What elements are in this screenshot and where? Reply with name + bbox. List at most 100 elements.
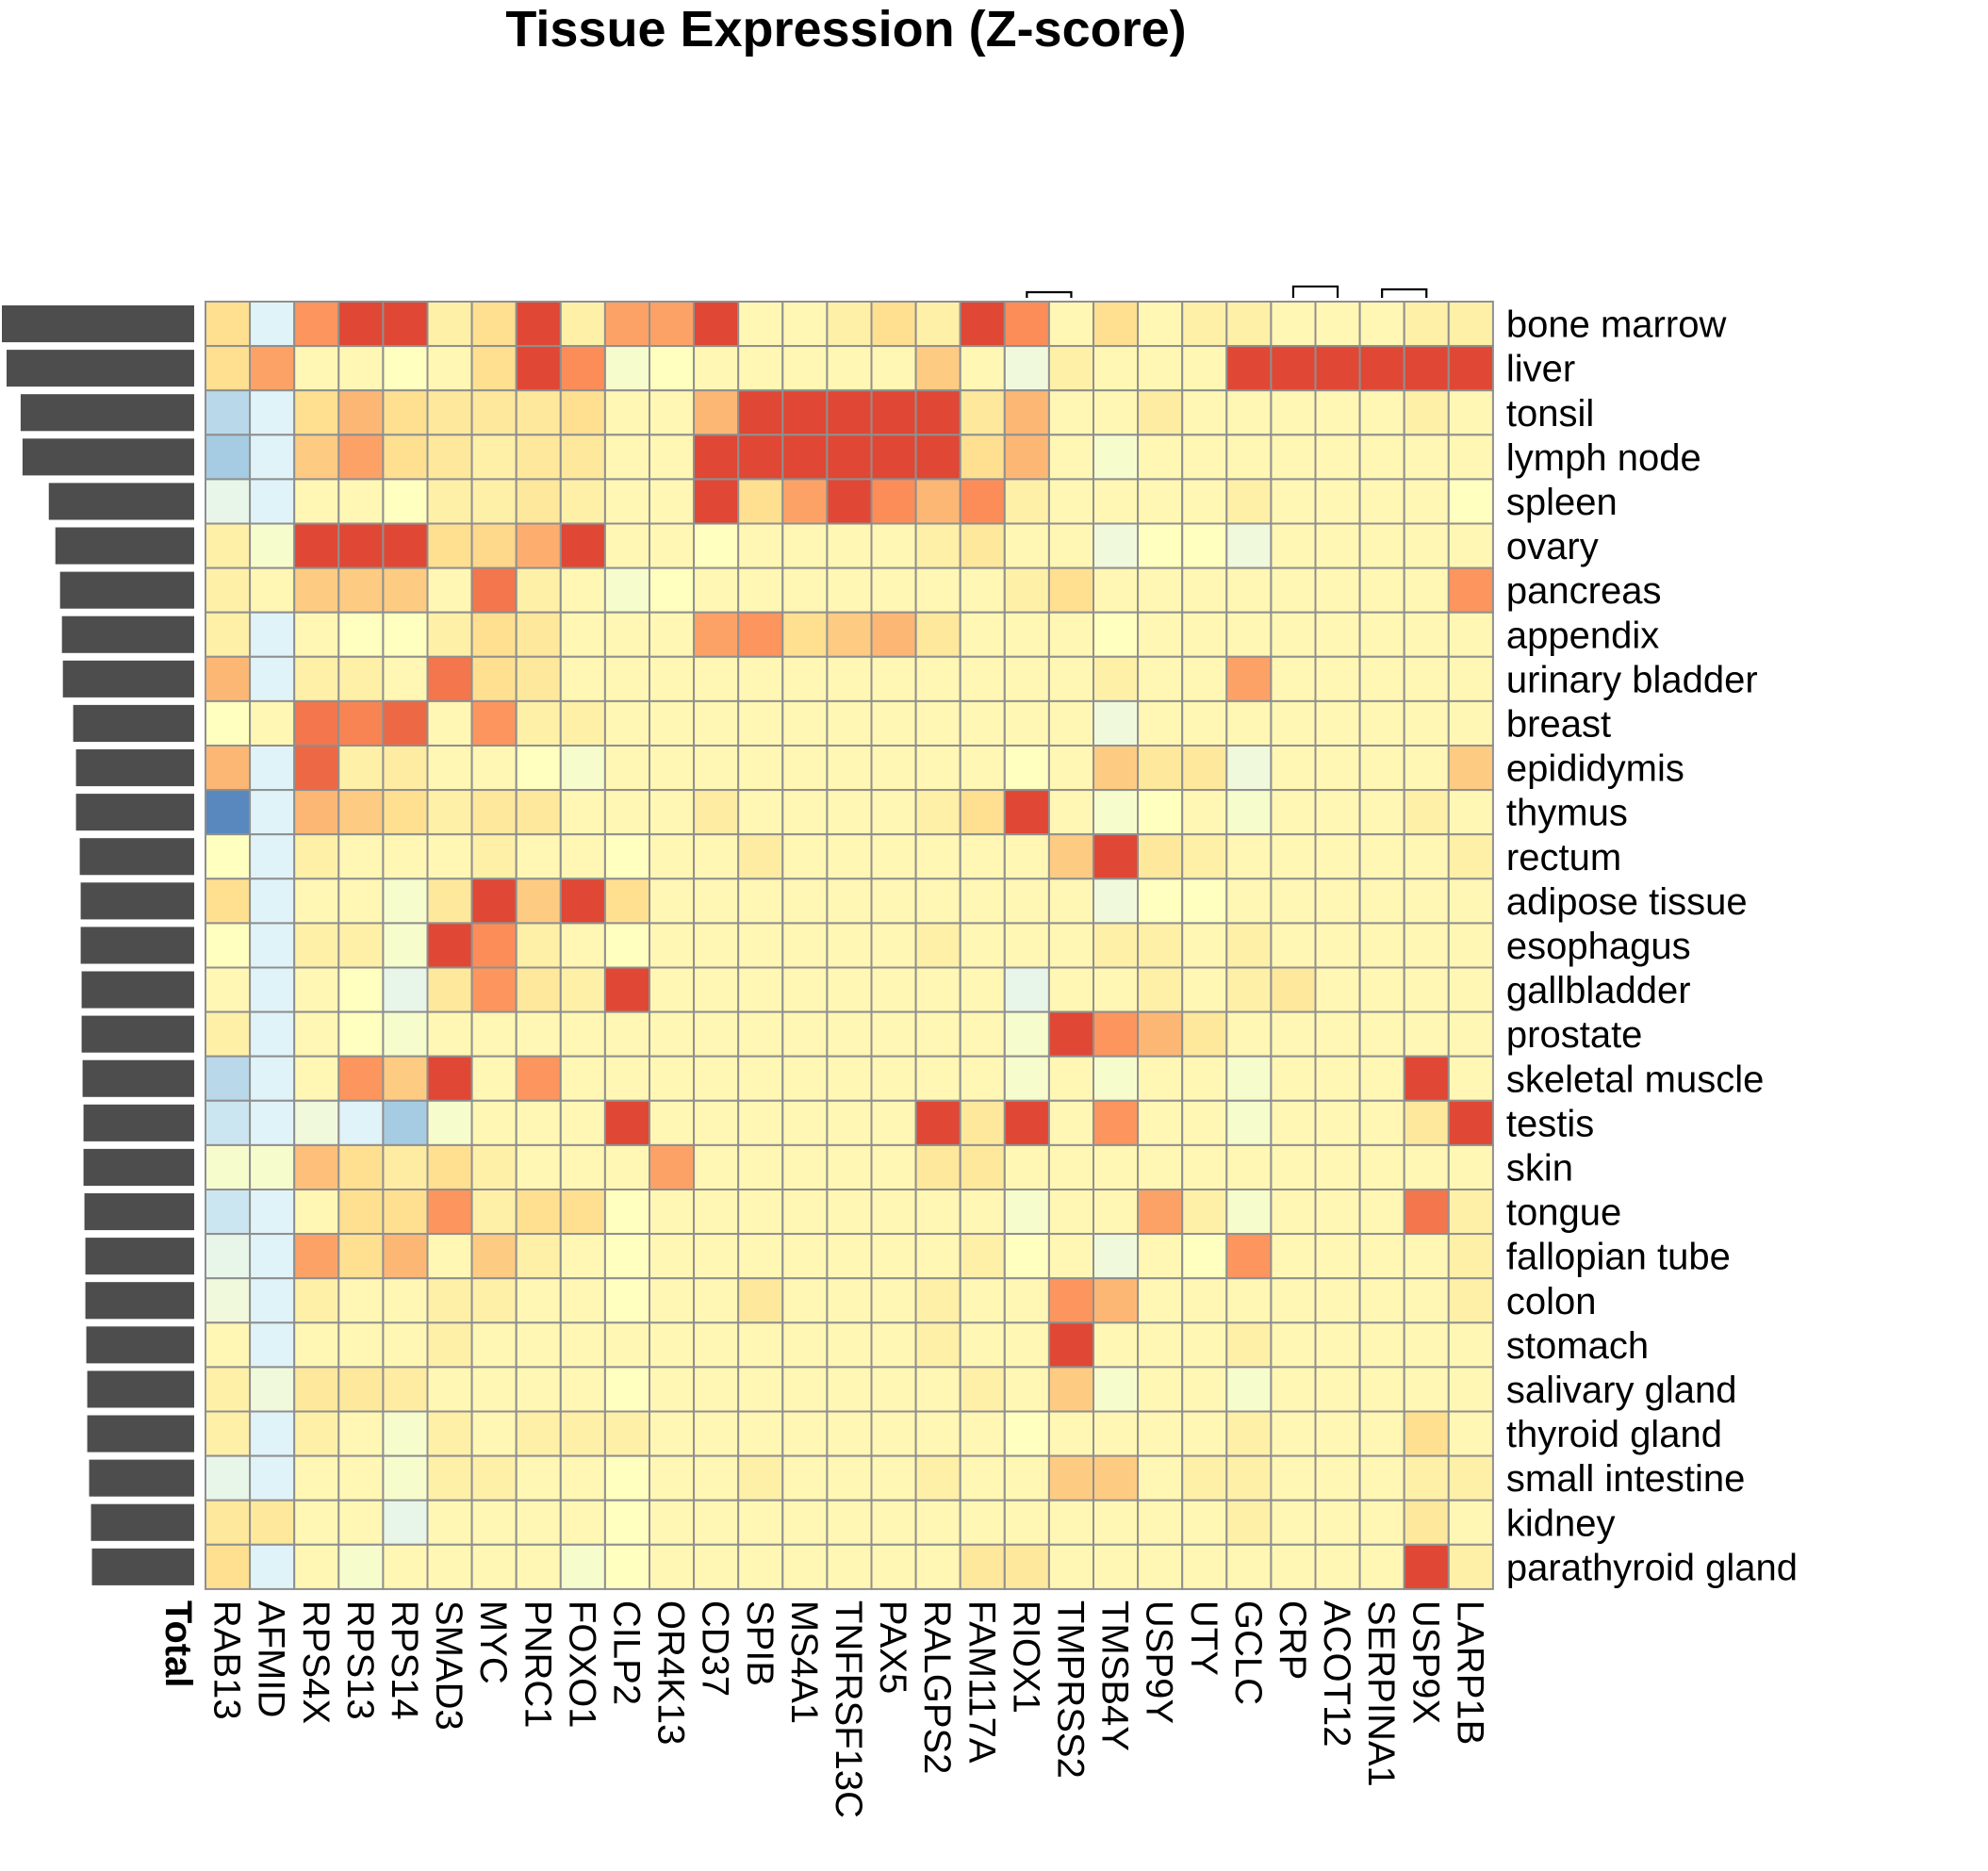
cell-urinary-bladder-fam117a [959,655,1006,702]
cell-thymus-smad3 [426,789,473,836]
cell-lymph-node-pax5 [870,434,917,481]
cell-esophagus-crp [1270,922,1317,969]
cell-ovary-acot12 [1314,522,1361,569]
cell-stomach-rps13 [337,1321,385,1369]
cell-lymph-node-ms4a1 [781,434,829,481]
cell-thyroid-gland-cilp2 [603,1410,651,1457]
cell-colon-smad3 [426,1277,473,1324]
cell-adipose-tissue-rps13 [337,878,385,925]
cell-kidney-rps4x [293,1499,340,1546]
cell-prostate-ralgps2 [914,1010,961,1058]
cell-adipose-tissue-fam117a [959,878,1006,925]
cell-lymph-node-usp9y [1137,434,1184,481]
cell-urinary-bladder-larp1b [1447,655,1494,702]
cell-parathyroid-gland-ralgps2 [914,1543,961,1590]
gene-label: RALGPS2 [916,1600,958,1775]
cell-kidney-cilp2 [603,1499,651,1546]
cell-ovary-riox1 [1003,522,1050,569]
cell-stomach-afmid [249,1321,296,1369]
cell-prostate-usp9x [1403,1010,1450,1058]
cell-breast-tmprss2 [1047,699,1095,747]
cell-lymph-node-uty [1181,434,1228,481]
cell-colon-rps4x [293,1277,340,1324]
cell-salivary-gland-rps14 [382,1366,429,1413]
cell-skeletal-muscle-rps14 [382,1055,429,1102]
cell-testis-myc [470,1099,518,1146]
cell-small-intestine-serpina1 [1358,1454,1405,1502]
cell-tongue-spib [737,1189,784,1236]
cell-lymph-node-pnrc1 [515,434,562,481]
cell-tongue-usp9y [1137,1189,1184,1236]
cell-small-intestine-spib [737,1454,784,1502]
gene-label: PAX5 [872,1600,913,1694]
cell-spleen-tnfrsf13c [826,478,873,525]
cell-small-intestine-ms4a1 [781,1454,829,1502]
cell-appendix-rab13 [205,611,252,658]
cell-appendix-rps13 [337,611,385,658]
cell-appendix-pax5 [870,611,917,658]
cell-thymus-riox1 [1003,789,1050,836]
cell-fallopian-tube-myc [470,1233,518,1280]
cell-appendix-tmsb4y [1093,611,1140,658]
cell-urinary-bladder-tmprss2 [1047,655,1095,702]
cell-bone-marrow-ralgps2 [914,301,961,348]
cell-salivary-gland-tmprss2 [1047,1366,1095,1413]
cell-breast-afmid [249,699,296,747]
cell-tongue-larp1b [1447,1189,1494,1236]
cell-skeletal-muscle-tnfrsf13c [826,1055,873,1102]
cell-ovary-pax5 [870,522,917,569]
cell-urinary-bladder-serpina1 [1358,655,1405,702]
cell-kidney-tmsb4y [1093,1499,1140,1546]
cell-bone-marrow-acot12 [1314,301,1361,348]
cell-bone-marrow-foxo1 [559,301,606,348]
cell-thymus-serpina1 [1358,789,1405,836]
cell-parathyroid-gland-serpina1 [1358,1543,1405,1590]
cell-liver-rps14 [382,345,429,392]
cell-tongue-tmsb4y [1093,1189,1140,1236]
cell-kidney-or4k13 [649,1499,696,1546]
cell-lymph-node-rps4x [293,434,340,481]
cell-spleen-cd37 [693,478,740,525]
cell-tongue-riox1 [1003,1189,1050,1236]
cell-colon-or4k13 [649,1277,696,1324]
cell-tongue-ms4a1 [781,1189,829,1236]
total-bar-stomach [86,1326,194,1364]
gene-label: RPS13 [339,1600,381,1720]
cell-fallopian-tube-rps13 [337,1233,385,1280]
cell-tonsil-usp9x [1403,389,1450,436]
cell-skeletal-muscle-spib [737,1055,784,1102]
cell-spleen-rps13 [337,478,385,525]
cell-esophagus-serpina1 [1358,922,1405,969]
cell-urinary-bladder-pnrc1 [515,655,562,702]
cell-pancreas-pax5 [870,566,917,614]
cell-tonsil-cd37 [693,389,740,436]
cell-thyroid-gland-pax5 [870,1410,917,1457]
cell-prostate-afmid [249,1010,296,1058]
cell-liver-spib [737,345,784,392]
cell-urinary-bladder-usp9x [1403,655,1450,702]
cell-lymph-node-rps14 [382,434,429,481]
cell-thymus-afmid [249,789,296,836]
cell-ovary-spib [737,522,784,569]
cell-breast-riox1 [1003,699,1050,747]
cell-parathyroid-gland-uty [1181,1543,1228,1590]
cell-small-intestine-pax5 [870,1454,917,1502]
cell-testis-serpina1 [1358,1099,1405,1146]
cell-skin-foxo1 [559,1143,606,1191]
cell-prostate-foxo1 [559,1010,606,1058]
cell-breast-tmsb4y [1093,699,1140,747]
cell-bone-marrow-myc [470,301,518,348]
cell-thyroid-gland-serpina1 [1358,1410,1405,1457]
cell-lymph-node-riox1 [1003,434,1050,481]
cell-spleen-rab13 [205,478,252,525]
cell-thymus-pnrc1 [515,789,562,836]
cell-kidney-foxo1 [559,1499,606,1546]
cell-epididymis-acot12 [1314,745,1361,792]
cell-adipose-tissue-tmprss2 [1047,878,1095,925]
cell-tongue-uty [1181,1189,1228,1236]
cell-liver-gclc [1225,345,1273,392]
tissue-label: thymus [1506,793,1628,834]
cell-colon-serpina1 [1358,1277,1405,1324]
cell-breast-uty [1181,699,1228,747]
gene-label: MYC [472,1600,514,1684]
